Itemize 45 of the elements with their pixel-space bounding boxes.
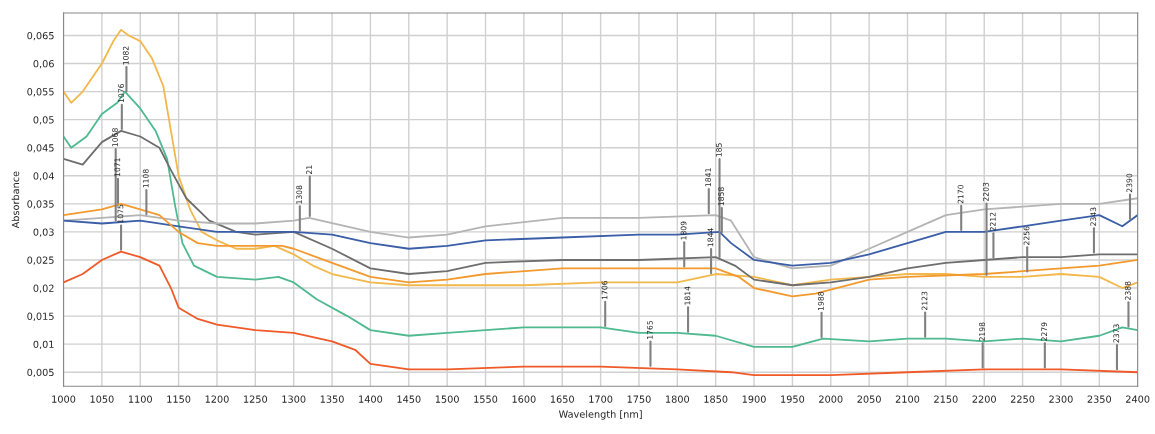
x-tick-label: 1950 xyxy=(781,395,805,403)
x-tick-label: 1100 xyxy=(128,395,152,403)
y-tick-label: 0,035 xyxy=(27,200,54,209)
x-tick-label: 2400 xyxy=(1126,395,1150,403)
x-tick-label: 1800 xyxy=(666,395,690,403)
y-tick-label: 0,025 xyxy=(27,256,54,265)
x-tick-label: 2150 xyxy=(934,395,958,403)
x-tick-label: 1900 xyxy=(742,395,766,403)
x-tick-label: 1650 xyxy=(550,395,574,403)
y-tick-label: 0,045 xyxy=(27,144,54,153)
y-tick-label: 0,02 xyxy=(33,284,54,293)
y-tick-label: 0,055 xyxy=(27,88,54,97)
y-tick-label: 0,01 xyxy=(33,340,54,349)
x-tick-label: 1050 xyxy=(90,395,114,403)
y-tick-label: 0,015 xyxy=(27,312,54,321)
x-tick-label: 1700 xyxy=(589,395,613,403)
line-series xyxy=(63,250,1138,376)
x-tick-label: 1600 xyxy=(512,395,536,403)
x-tick-label: 1200 xyxy=(205,395,229,403)
x-tick-label: 2350 xyxy=(1087,395,1112,403)
y-tick-label: 0,005 xyxy=(27,368,54,378)
x-tick-label: 1750 xyxy=(627,395,651,403)
x-tick-label: 2100 xyxy=(895,395,920,403)
x-axis-title: Wavelength [nm] xyxy=(558,410,642,420)
x-tick-label: 2300 xyxy=(1049,395,1073,403)
x-tick-label: 1300 xyxy=(282,395,306,403)
x-tick-label: 2250 xyxy=(1010,395,1035,403)
x-tick-label: 2050 xyxy=(857,395,881,403)
y-axis-title: Absorbance xyxy=(11,171,20,229)
x-tick-label: 1000 xyxy=(52,395,76,403)
x-tick-label: 1450 xyxy=(397,395,421,403)
x-tick-label: 1400 xyxy=(359,395,383,403)
x-tick-label: 1850 xyxy=(704,395,728,403)
y-tick-label: 0,05 xyxy=(33,116,54,125)
x-tick-label: 1550 xyxy=(474,395,498,403)
y-tick-label: 0,04 xyxy=(33,172,54,181)
x-tick-label: 1500 xyxy=(435,395,459,403)
x-tick-label: 1150 xyxy=(167,395,191,403)
x-tick-label: 1250 xyxy=(244,395,268,403)
y-tick-label: 0,065 xyxy=(27,31,54,41)
x-tick-label: 2200 xyxy=(972,395,996,403)
x-tick-label: 2000 xyxy=(819,395,843,403)
y-tick-label: 0,03 xyxy=(33,228,54,237)
y-tick-label: 0,06 xyxy=(33,60,54,69)
x-tick-label: 1350 xyxy=(320,395,344,403)
